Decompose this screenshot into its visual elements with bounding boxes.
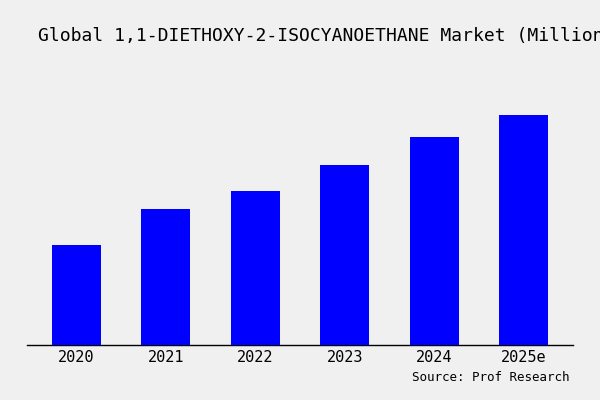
Bar xyxy=(141,208,190,345)
Bar xyxy=(52,244,101,345)
Bar xyxy=(320,166,370,345)
Text: Source: Prof Research: Source: Prof Research xyxy=(413,371,570,384)
Bar xyxy=(499,115,548,345)
Bar xyxy=(410,137,459,345)
Bar xyxy=(230,191,280,345)
Text: Global 1,1-DIETHOXY-2-ISOCYANOETHANE Market (Million USD): Global 1,1-DIETHOXY-2-ISOCYANOETHANE Mar… xyxy=(38,27,600,45)
